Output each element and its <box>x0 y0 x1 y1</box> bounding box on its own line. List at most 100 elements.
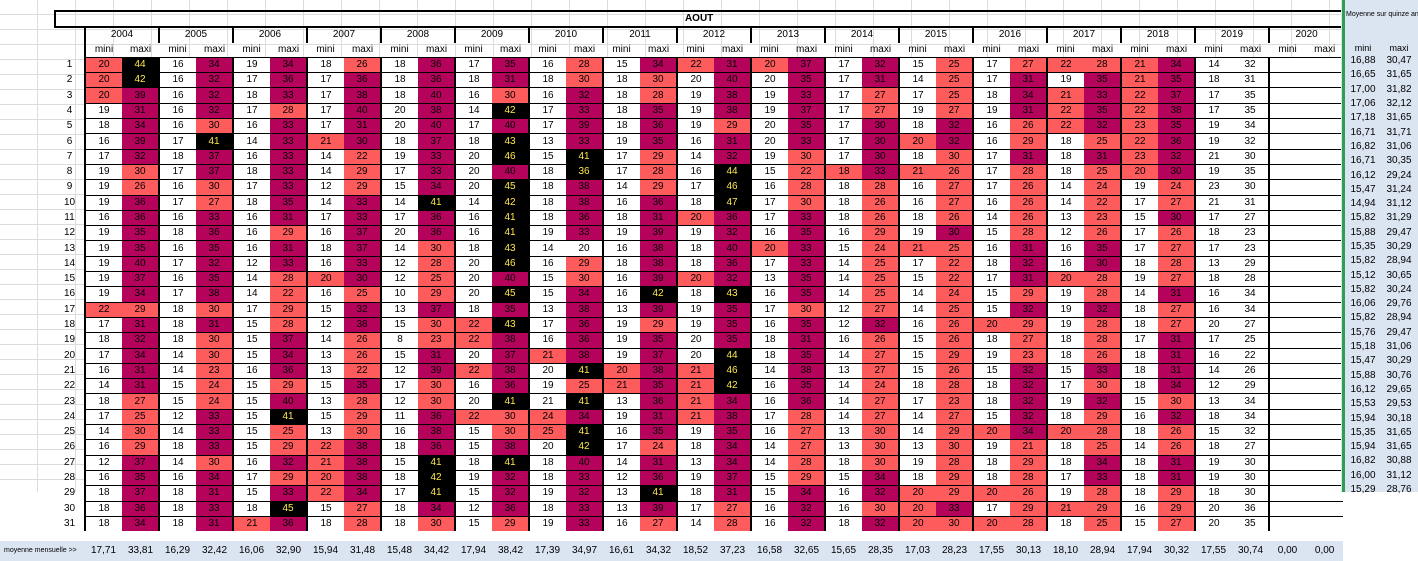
max-temp-cell[interactable] <box>1306 56 1344 73</box>
max-temp-cell[interactable] <box>1306 485 1344 501</box>
average-min-cell[interactable]: 16,29 <box>159 541 196 561</box>
average-max-cell[interactable]: 31,24 <box>1386 183 1412 195</box>
min-temp-cell[interactable]: 19 <box>898 225 936 241</box>
min-temp-cell[interactable]: 12 <box>380 362 418 379</box>
min-temp-cell[interactable]: 18 <box>750 347 788 364</box>
min-temp-cell[interactable]: 18 <box>380 72 418 88</box>
min-temp-cell[interactable]: 22 <box>454 332 492 349</box>
max-temp-cell[interactable]: 30 <box>862 439 899 456</box>
min-temp-cell[interactable]: 13 <box>528 133 566 150</box>
min-temp-cell[interactable]: 18 <box>676 194 714 211</box>
min-temp-cell[interactable] <box>1268 286 1306 303</box>
min-temp-cell[interactable]: 18 <box>602 118 640 134</box>
min-temp-cell[interactable]: 16 <box>528 332 566 349</box>
min-temp-cell[interactable]: 19 <box>84 179 122 196</box>
min-temp-cell[interactable]: 18 <box>1120 469 1158 486</box>
max-temp-cell[interactable]: 28 <box>1010 163 1047 180</box>
maxi-header[interactable]: maxi <box>869 43 892 55</box>
min-temp-cell[interactable]: 17 <box>972 179 1010 196</box>
min-temp-cell[interactable]: 24 <box>528 408 566 425</box>
max-temp-cell[interactable]: 35 <box>714 332 751 349</box>
max-temp-cell[interactable]: 41 <box>566 362 603 379</box>
day-number[interactable]: 20 <box>55 348 86 364</box>
blank-cell[interactable] <box>0 394 55 409</box>
min-temp-cell[interactable]: 18 <box>232 87 270 104</box>
max-temp-cell[interactable]: 32 <box>936 118 973 134</box>
max-temp-cell[interactable]: 32 <box>714 271 751 287</box>
min-temp-cell[interactable]: 18 <box>1120 424 1158 440</box>
max-temp-cell[interactable]: 30 <box>196 301 233 318</box>
min-temp-cell[interactable]: 17 <box>972 148 1010 165</box>
max-temp-cell[interactable]: 33 <box>270 148 307 165</box>
min-temp-cell[interactable]: 18 <box>380 133 418 150</box>
min-temp-cell[interactable]: 20 <box>454 271 492 287</box>
min-temp-cell[interactable]: 18 <box>1046 439 1084 456</box>
max-temp-cell[interactable]: 35 <box>196 240 233 257</box>
max-temp-cell[interactable]: 33 <box>270 485 307 501</box>
max-temp-cell[interactable]: 24 <box>862 240 899 257</box>
max-temp-cell[interactable]: 36 <box>418 56 455 73</box>
max-temp-cell[interactable]: 43 <box>492 133 529 150</box>
min-temp-cell[interactable]: 17 <box>1120 225 1158 241</box>
min-temp-cell[interactable]: 20 <box>972 485 1010 501</box>
min-temp-cell[interactable]: 16 <box>676 133 714 150</box>
max-temp-cell[interactable]: 22 <box>270 286 307 303</box>
max-temp-cell[interactable]: 37 <box>344 225 381 241</box>
max-temp-cell[interactable] <box>1306 102 1344 119</box>
max-temp-cell[interactable]: 38 <box>492 439 529 456</box>
min-temp-cell[interactable]: 14 <box>750 362 788 379</box>
min-temp-cell[interactable]: 14 <box>158 362 196 379</box>
min-temp-cell[interactable]: 13 <box>306 393 344 410</box>
day-number[interactable]: 13 <box>55 240 86 257</box>
min-temp-cell[interactable]: 17 <box>824 87 862 104</box>
max-temp-cell[interactable]: 36 <box>270 72 307 88</box>
min-temp-cell[interactable]: 16 <box>750 393 788 410</box>
min-temp-cell[interactable]: 15 <box>1120 209 1158 226</box>
min-temp-cell[interactable]: 21 <box>602 378 640 394</box>
average-min-cell[interactable]: 16,12 <box>1350 383 1376 395</box>
min-temp-cell[interactable]: 21 <box>1194 148 1232 165</box>
average-min-cell[interactable]: 18,10 <box>1047 541 1084 561</box>
max-temp-cell[interactable]: 36 <box>566 332 603 349</box>
min-temp-cell[interactable]: 15 <box>232 332 270 349</box>
max-temp-cell[interactable]: 35 <box>788 378 825 394</box>
max-temp-cell[interactable]: 25 <box>936 301 973 318</box>
min-temp-cell[interactable]: 19 <box>1046 72 1084 88</box>
max-temp-cell[interactable]: 26 <box>1010 194 1047 211</box>
average-min-cell[interactable]: 15,76 <box>1350 326 1376 338</box>
average-max-cell[interactable]: 30,47 <box>1386 55 1412 67</box>
min-temp-cell[interactable]: 14 <box>1120 439 1158 456</box>
max-temp-cell[interactable]: 32 <box>566 87 603 104</box>
min-temp-cell[interactable]: 14 <box>676 148 714 165</box>
min-temp-cell[interactable]: 17 <box>824 56 862 73</box>
max-temp-cell[interactable]: 28 <box>344 515 381 532</box>
min-temp-cell[interactable]: 18 <box>380 515 418 532</box>
min-temp-cell[interactable]: 17 <box>380 209 418 226</box>
max-temp-cell[interactable]: 28 <box>270 316 307 333</box>
min-temp-cell[interactable]: 16 <box>1046 255 1084 272</box>
min-temp-cell[interactable]: 18 <box>824 194 862 211</box>
max-temp-cell[interactable]: 32 <box>1010 255 1047 272</box>
min-temp-cell[interactable]: 16 <box>84 362 122 379</box>
min-temp-cell[interactable]: 16 <box>1194 301 1232 318</box>
average-min-cell[interactable]: 16,61 <box>603 541 640 561</box>
min-temp-cell[interactable]: 20 <box>380 225 418 241</box>
min-temp-cell[interactable]: 19 <box>750 102 788 119</box>
min-temp-cell[interactable]: 18 <box>84 500 122 517</box>
min-temp-cell[interactable]: 12 <box>380 271 418 287</box>
min-temp-cell[interactable]: 17 <box>824 148 862 165</box>
min-temp-cell[interactable]: 14 <box>84 378 122 394</box>
min-temp-cell[interactable]: 16 <box>232 225 270 241</box>
max-temp-cell[interactable]: 31 <box>1010 102 1047 119</box>
max-temp-cell[interactable]: 39 <box>122 87 159 104</box>
min-temp-cell[interactable]: 20 <box>454 255 492 272</box>
max-temp-cell[interactable]: 30 <box>418 515 455 532</box>
min-temp-cell[interactable]: 16 <box>750 515 788 532</box>
min-temp-cell[interactable]: 18 <box>1120 347 1158 364</box>
max-temp-cell[interactable]: 32 <box>196 255 233 272</box>
maxi-header[interactable]: maxi <box>1314 43 1336 55</box>
min-temp-cell[interactable]: 19 <box>454 469 492 486</box>
max-temp-cell[interactable]: 23 <box>1232 225 1269 241</box>
min-temp-cell[interactable]: 19 <box>1194 163 1232 180</box>
max-temp-cell[interactable]: 29 <box>418 286 455 303</box>
